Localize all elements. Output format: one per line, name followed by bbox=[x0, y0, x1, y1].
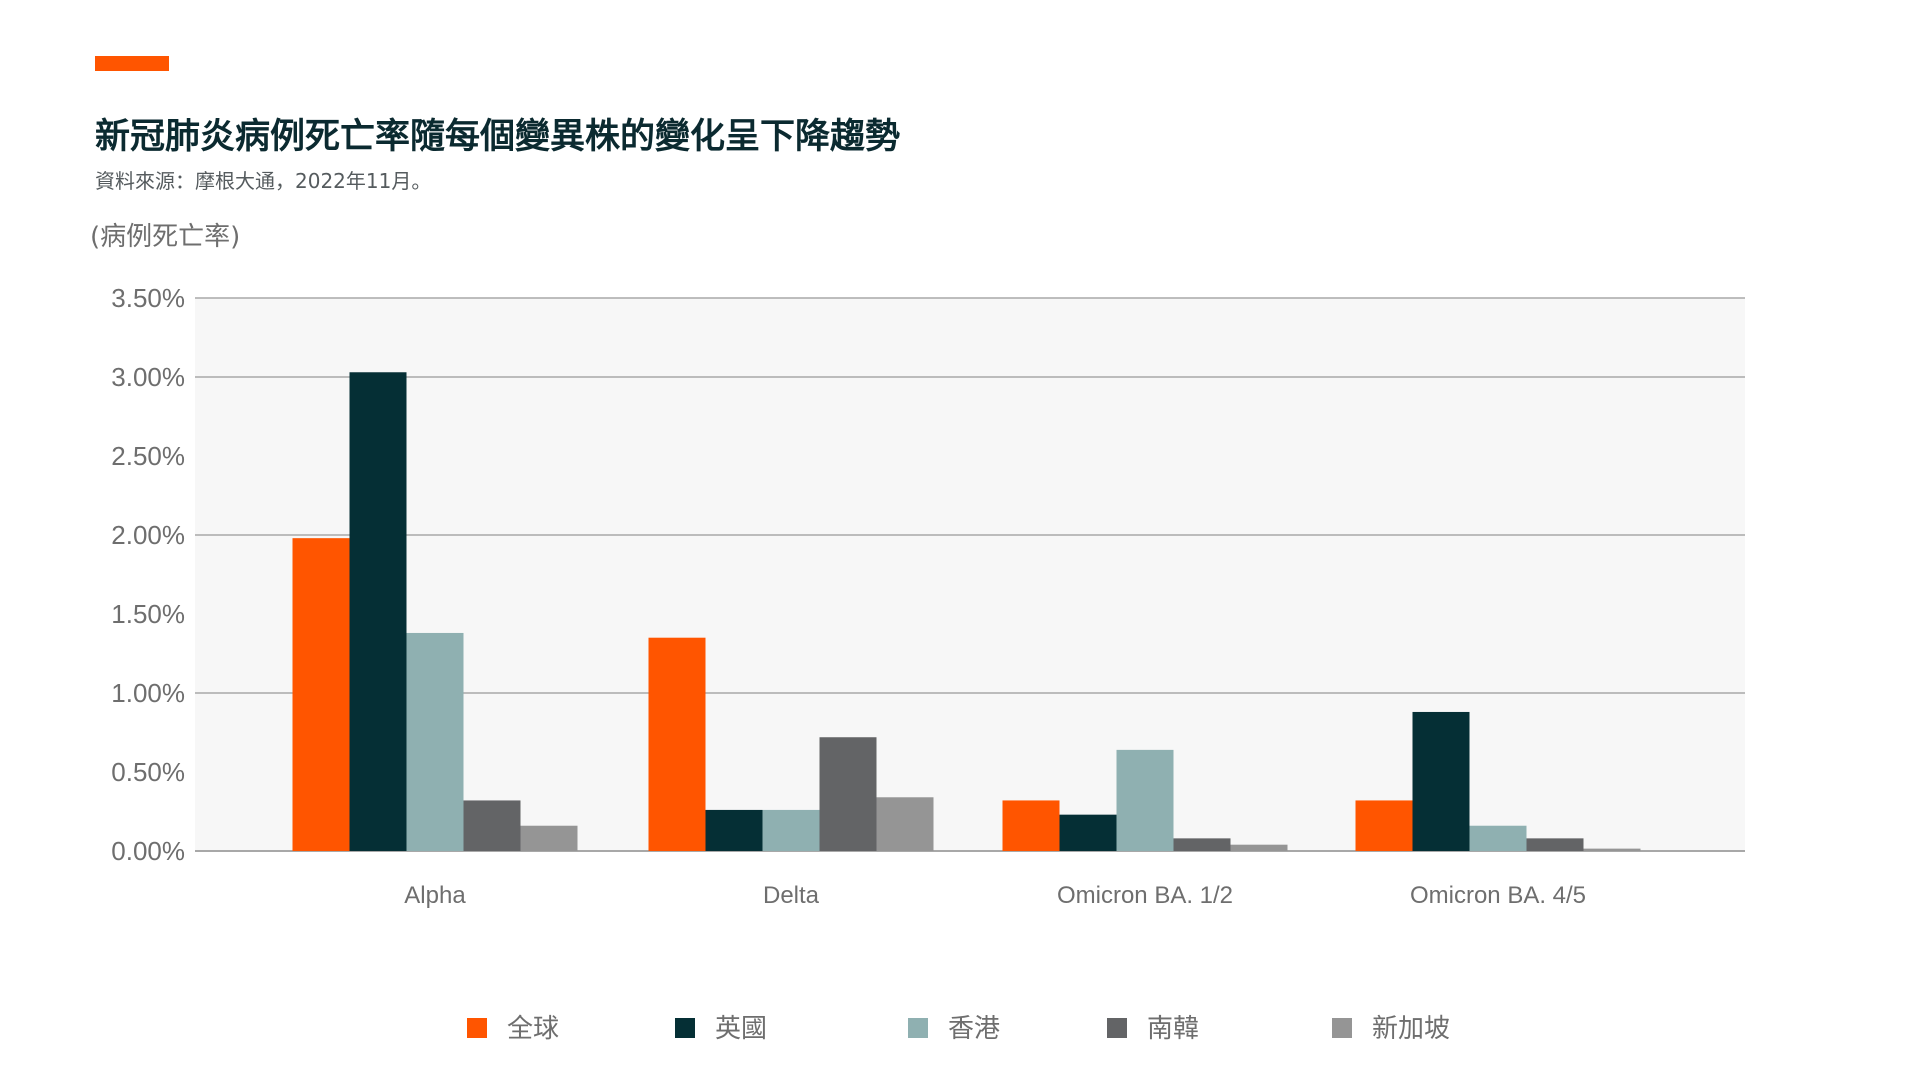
chart-title: 新冠肺炎病例死亡率隨每個變異株的變化呈下降趨勢 bbox=[95, 117, 901, 157]
legend-label: 南韓 bbox=[1147, 1014, 1199, 1044]
bar bbox=[819, 737, 877, 851]
legend-swatch bbox=[1332, 1018, 1352, 1038]
legend: 全球 英國 香港 南韓 新加坡 bbox=[467, 1014, 1450, 1044]
bar bbox=[1469, 825, 1527, 851]
legend-label: 香港 bbox=[948, 1014, 1000, 1044]
y-tick-label: 2.50% bbox=[111, 441, 185, 471]
bar bbox=[876, 797, 934, 851]
y-tick-label: 0.50% bbox=[111, 757, 185, 787]
bar bbox=[1116, 749, 1174, 851]
bar bbox=[406, 632, 464, 851]
legend-swatch bbox=[1107, 1018, 1127, 1038]
legend-swatch bbox=[675, 1018, 695, 1038]
bar bbox=[1355, 800, 1413, 851]
bar bbox=[1059, 814, 1117, 851]
x-axis-categories: Alpha Delta Omicron BA. 1/2 Omicron BA. 4/5 bbox=[404, 882, 1586, 909]
bar bbox=[1412, 711, 1470, 851]
x-category-label: Omicron BA. 4/5 bbox=[1410, 882, 1586, 909]
bar bbox=[1002, 800, 1060, 851]
legend-swatch bbox=[467, 1018, 487, 1038]
y-tick-label: 1.00% bbox=[111, 678, 185, 708]
bar bbox=[705, 809, 763, 851]
bar bbox=[1230, 844, 1288, 851]
bar bbox=[1583, 848, 1641, 851]
y-axis-ticks: 0.00% 0.50% 1.00% 1.50% 2.00% 2.50% 3.00% 3.50% bbox=[111, 283, 185, 866]
bar bbox=[648, 637, 706, 851]
y-tick-label: 3.00% bbox=[111, 362, 185, 392]
chart-source: 資料來源：摩根大通，2022年11月。 bbox=[95, 169, 432, 193]
bar bbox=[762, 809, 820, 851]
bar bbox=[463, 800, 521, 851]
legend-label: 新加坡 bbox=[1372, 1014, 1450, 1044]
accent-bar bbox=[95, 56, 169, 71]
legend-label: 全球 bbox=[507, 1014, 559, 1044]
x-category-label: Omicron BA. 1/2 bbox=[1057, 882, 1233, 909]
x-category-label: Delta bbox=[763, 882, 820, 909]
y-axis-label: (病例死亡率) bbox=[90, 222, 240, 252]
y-tick-label: 3.50% bbox=[111, 283, 185, 313]
bar bbox=[349, 372, 407, 851]
bar bbox=[292, 538, 350, 851]
legend-label: 英國 bbox=[715, 1014, 767, 1044]
bar bbox=[1173, 838, 1231, 851]
bar bbox=[1526, 838, 1584, 851]
bars bbox=[292, 372, 1641, 851]
bar bbox=[520, 825, 578, 851]
y-tick-label: 1.50% bbox=[111, 599, 185, 629]
legend-swatch bbox=[908, 1018, 928, 1038]
y-tick-label: 0.00% bbox=[111, 836, 185, 866]
y-tick-label: 2.00% bbox=[111, 520, 185, 550]
x-category-label: Alpha bbox=[404, 882, 466, 909]
